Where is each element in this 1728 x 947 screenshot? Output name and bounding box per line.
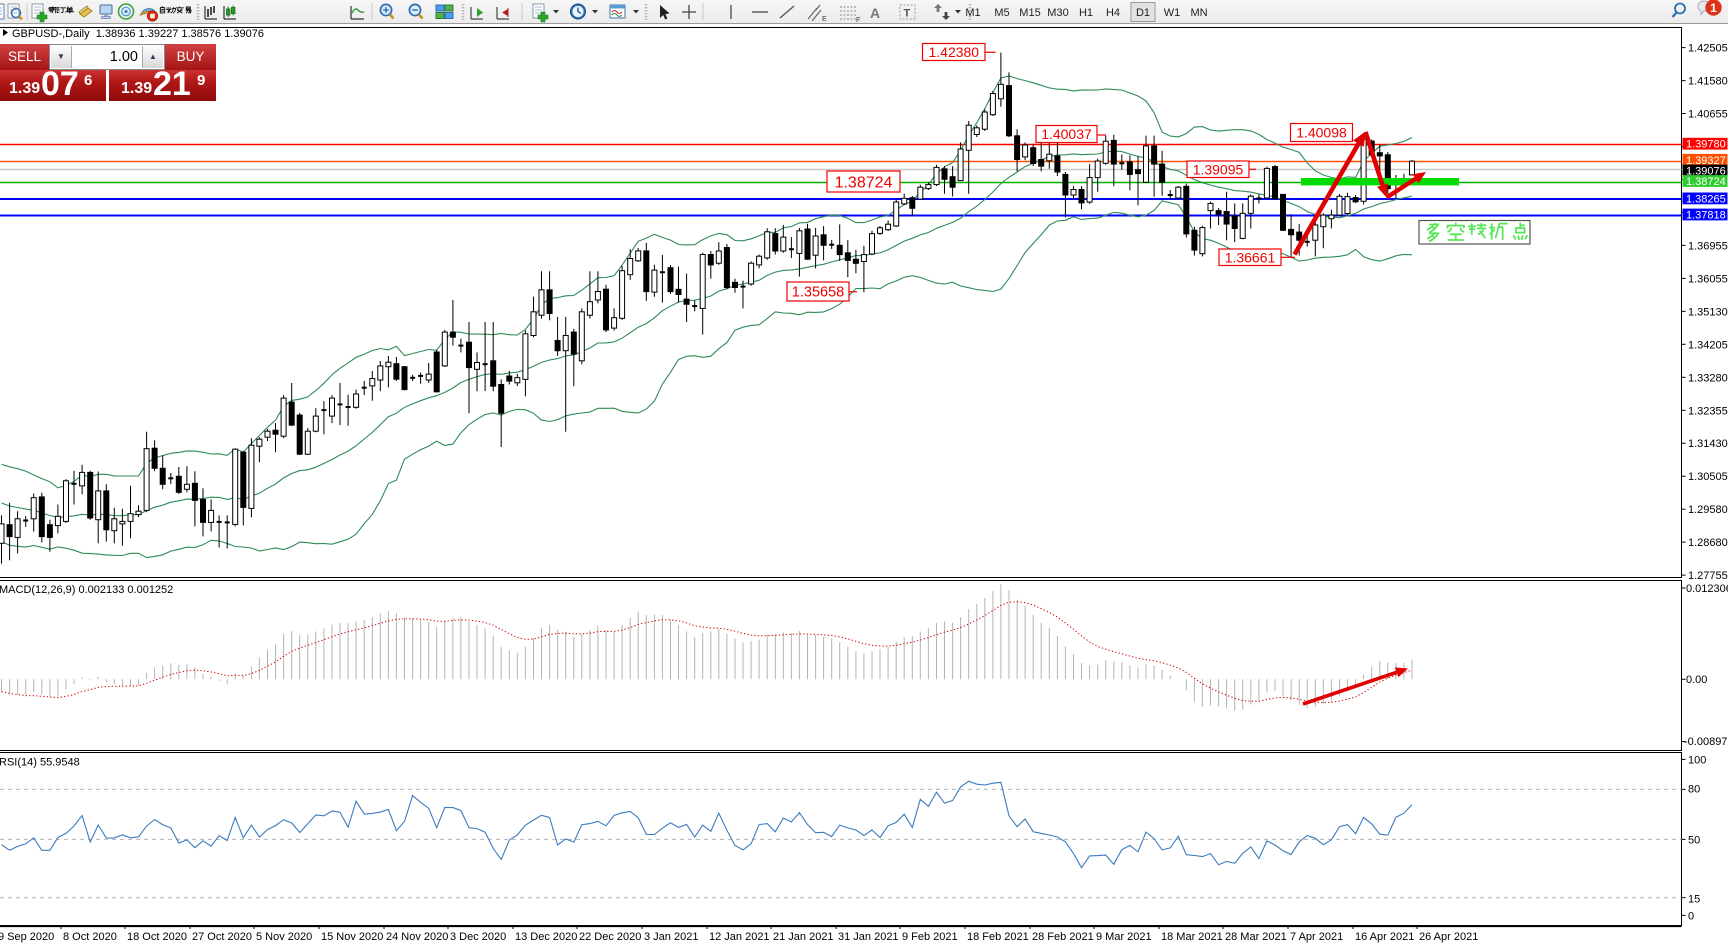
svg-text:M5: M5 [994,7,1009,19]
svg-text:22 Dec 2020: 22 Dec 2020 [579,931,641,943]
svg-text:3 Jan 2021: 3 Jan 2021 [644,931,698,943]
svg-text:1.37818: 1.37818 [1686,210,1726,222]
svg-text:1.30505: 1.30505 [1688,471,1728,483]
svg-text:1.38265: 1.38265 [1686,193,1726,205]
svg-text:1.40037: 1.40037 [1041,126,1092,142]
svg-text:28 Mar 2021: 28 Mar 2021 [1225,931,1287,943]
svg-text:GBPUSD-,Daily 1.38936 1.39227: GBPUSD-,Daily 1.38936 1.39227 1.38576 1.… [12,28,264,40]
svg-text:MN: MN [1190,7,1207,19]
svg-text:1.35658: 1.35658 [792,285,844,301]
svg-text:A: A [870,5,880,21]
svg-text:1.27755: 1.27755 [1688,570,1728,582]
svg-text:5 Nov 2020: 5 Nov 2020 [256,931,312,943]
svg-text:9 Feb 2021: 9 Feb 2021 [902,931,958,943]
svg-text:24 Nov 2020: 24 Nov 2020 [386,931,448,943]
svg-text:50: 50 [1688,834,1700,846]
svg-text:1.38724: 1.38724 [1686,176,1726,188]
svg-text:1.40655: 1.40655 [1688,109,1728,121]
svg-text:100: 100 [1688,754,1706,766]
svg-text:1.36955: 1.36955 [1688,240,1728,252]
svg-text:M30: M30 [1047,7,1068,19]
svg-text:31 Jan 2021: 31 Jan 2021 [838,931,899,943]
svg-text:1.36661: 1.36661 [1225,249,1276,265]
svg-text:15 Nov 2020: 15 Nov 2020 [321,931,383,943]
svg-text:F: F [856,17,860,24]
svg-text:1.28680: 1.28680 [1688,537,1728,549]
svg-text:1.39327: 1.39327 [1686,155,1726,167]
svg-text:27 Oct 2020: 27 Oct 2020 [192,931,252,943]
svg-text:26 Apr 2021: 26 Apr 2021 [1419,931,1478,943]
svg-text:1.42380: 1.42380 [928,44,979,60]
svg-text:D1: D1 [1136,7,1150,19]
svg-text:0.012306: 0.012306 [1686,583,1728,595]
svg-text:12 Jan 2021: 12 Jan 2021 [709,931,770,943]
svg-text:7 Apr 2021: 7 Apr 2021 [1290,931,1343,943]
svg-text:9 Sep 2020: 9 Sep 2020 [0,931,54,943]
svg-text:18 Mar 2021: 18 Mar 2021 [1161,931,1223,943]
svg-text:1.36055: 1.36055 [1688,273,1728,285]
svg-text:RSI(14) 55.9548: RSI(14) 55.9548 [0,757,80,769]
svg-text:MACD(12,26,9) 0.002133 0.00125: MACD(12,26,9) 0.002133 0.001252 [0,584,173,596]
svg-text:18 Feb 2021: 18 Feb 2021 [967,931,1029,943]
svg-text:9 Mar 2021: 9 Mar 2021 [1096,931,1152,943]
svg-text:1: 1 [1710,1,1717,15]
svg-text:18 Oct 2020: 18 Oct 2020 [127,931,187,943]
svg-text:1.38724: 1.38724 [835,174,893,191]
svg-text:M15: M15 [1019,7,1040,19]
svg-text:16 Apr 2021: 16 Apr 2021 [1355,931,1414,943]
svg-text:1.39095: 1.39095 [1193,161,1244,177]
svg-text:1.42505: 1.42505 [1688,43,1728,55]
svg-text:13 Dec 2020: 13 Dec 2020 [515,931,577,943]
svg-text:H1: H1 [1079,7,1093,19]
svg-text:1.39076: 1.39076 [1686,166,1726,178]
svg-text:W1: W1 [1164,7,1181,19]
svg-text:H4: H4 [1106,7,1120,19]
svg-text:8 Oct 2020: 8 Oct 2020 [63,931,117,943]
svg-text:15: 15 [1688,894,1700,906]
svg-text:1.31430: 1.31430 [1688,438,1728,450]
svg-text:0: 0 [1688,910,1694,922]
svg-text:M1: M1 [965,7,980,19]
svg-text:80: 80 [1688,784,1700,796]
svg-text:28 Feb 2021: 28 Feb 2021 [1032,931,1094,943]
svg-text:1.34205: 1.34205 [1688,339,1728,351]
svg-text:1.40098: 1.40098 [1296,125,1347,141]
svg-text:1.35130: 1.35130 [1688,306,1728,318]
svg-text:3 Dec 2020: 3 Dec 2020 [450,931,506,943]
svg-text:E: E [822,16,827,23]
svg-text:21 Jan 2021: 21 Jan 2021 [773,931,834,943]
svg-text:1.39780: 1.39780 [1686,139,1726,151]
svg-text:1.29580: 1.29580 [1688,504,1728,516]
svg-text:T: T [904,8,911,20]
svg-text:0.00: 0.00 [1686,674,1707,686]
svg-text:1.32355: 1.32355 [1688,405,1728,417]
svg-text:1.41580: 1.41580 [1688,76,1728,88]
svg-text:1.33280: 1.33280 [1688,372,1728,384]
